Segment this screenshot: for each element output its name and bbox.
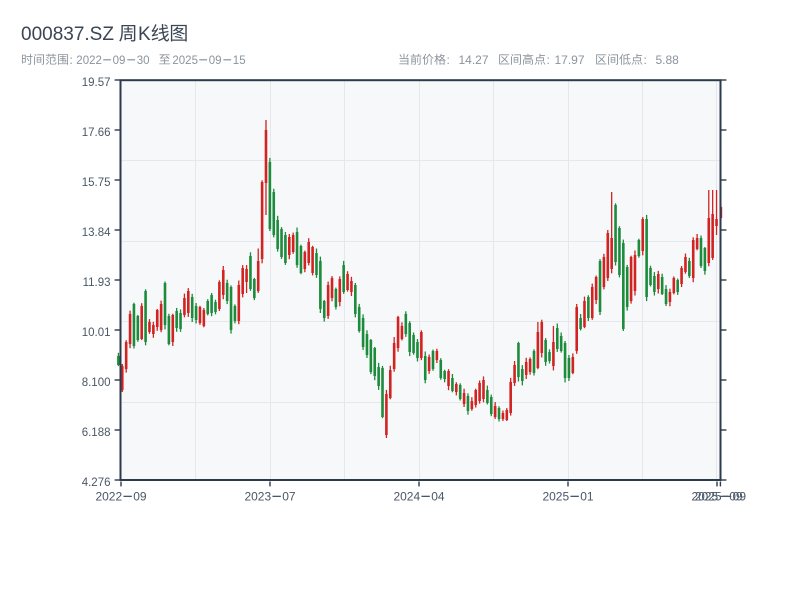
svg-text:15: 15 bbox=[233, 55, 246, 67]
svg-text::: : bbox=[644, 53, 647, 67]
svg-text:6.188: 6.188 bbox=[82, 427, 111, 439]
svg-text:07: 07 bbox=[282, 489, 296, 503]
svg-text:17.66: 17.66 bbox=[82, 127, 111, 139]
svg-text:13.84: 13.84 bbox=[82, 227, 111, 239]
svg-text:2022: 2022 bbox=[76, 55, 102, 67]
svg-text:4.276: 4.276 bbox=[82, 477, 111, 489]
svg-text:000837.SZ: 000837.SZ bbox=[21, 24, 114, 45]
svg-text:09: 09 bbox=[113, 55, 126, 67]
svg-text:14.27: 14.27 bbox=[459, 53, 489, 67]
svg-text:2025: 2025 bbox=[695, 489, 722, 503]
svg-text:17.97: 17.97 bbox=[555, 53, 585, 67]
svg-text:5.88: 5.88 bbox=[656, 53, 680, 67]
svg-text:2025: 2025 bbox=[172, 55, 198, 67]
svg-text:2025: 2025 bbox=[542, 489, 569, 503]
svg-text:2024: 2024 bbox=[393, 489, 420, 503]
svg-text:11.93: 11.93 bbox=[83, 277, 111, 289]
svg-text:09: 09 bbox=[133, 489, 147, 503]
svg-text:30: 30 bbox=[137, 55, 150, 67]
svg-text:01: 01 bbox=[580, 489, 594, 503]
svg-text::: : bbox=[547, 53, 550, 67]
svg-text:8.100: 8.100 bbox=[82, 377, 111, 389]
svg-text:2025: 2025 bbox=[691, 489, 718, 503]
svg-text:09: 09 bbox=[729, 489, 743, 503]
svg-text:15.75: 15.75 bbox=[82, 177, 111, 189]
svg-text::: : bbox=[447, 53, 450, 67]
svg-text:04: 04 bbox=[431, 489, 445, 503]
svg-text:2022: 2022 bbox=[95, 489, 122, 503]
svg-text:10.01: 10.01 bbox=[82, 327, 111, 339]
svg-text:19.57: 19.57 bbox=[82, 77, 111, 89]
svg-text::: : bbox=[70, 53, 73, 67]
svg-text:09: 09 bbox=[733, 489, 747, 503]
svg-text:09: 09 bbox=[209, 55, 222, 67]
svg-text:K: K bbox=[138, 24, 151, 45]
svg-text:2023: 2023 bbox=[244, 489, 271, 503]
